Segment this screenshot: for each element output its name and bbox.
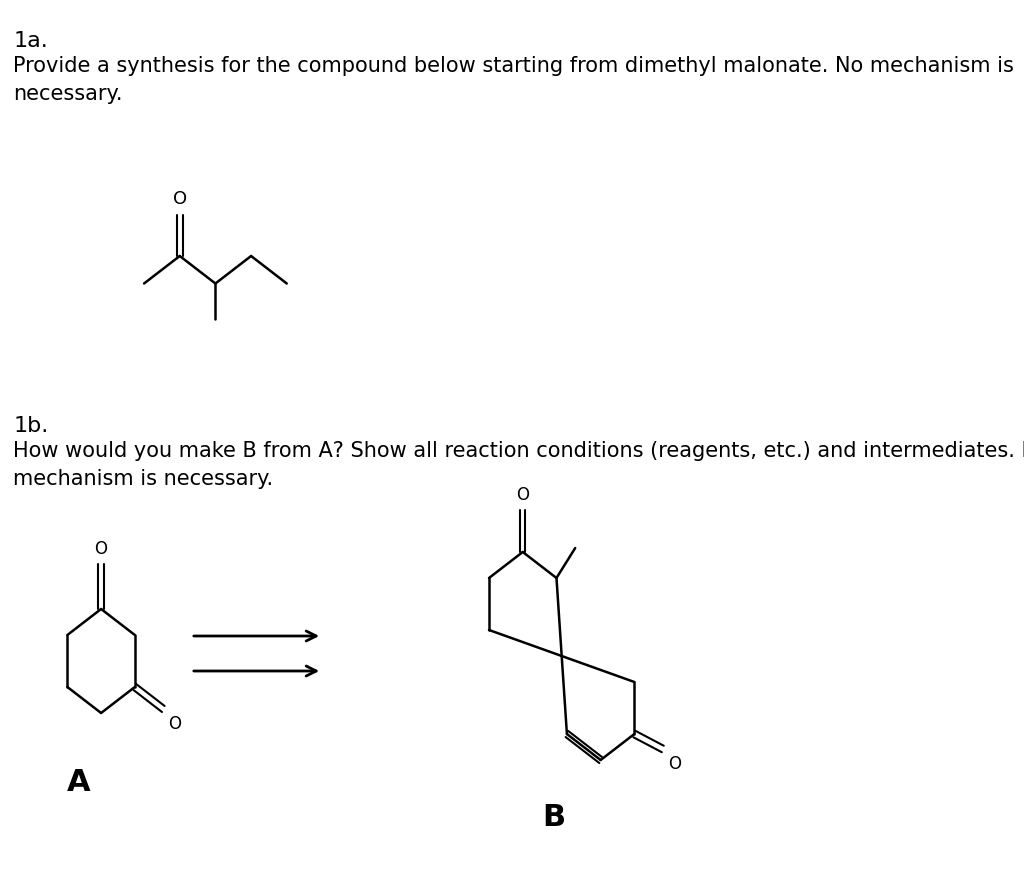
Text: How would you make B from A? Show all reaction conditions (reagents, etc.) and i: How would you make B from A? Show all re… xyxy=(13,441,1024,489)
Text: 1b.: 1b. xyxy=(13,416,49,436)
Text: O: O xyxy=(94,540,108,558)
Text: 1a.: 1a. xyxy=(13,31,48,51)
Text: O: O xyxy=(168,715,181,733)
Text: O: O xyxy=(668,755,681,773)
Text: Provide a synthesis for the compound below starting from dimethyl malonate. No m: Provide a synthesis for the compound bel… xyxy=(13,56,1015,104)
Text: O: O xyxy=(173,190,186,208)
Text: A: A xyxy=(67,768,90,797)
Text: B: B xyxy=(543,803,566,832)
Text: O: O xyxy=(516,486,529,504)
